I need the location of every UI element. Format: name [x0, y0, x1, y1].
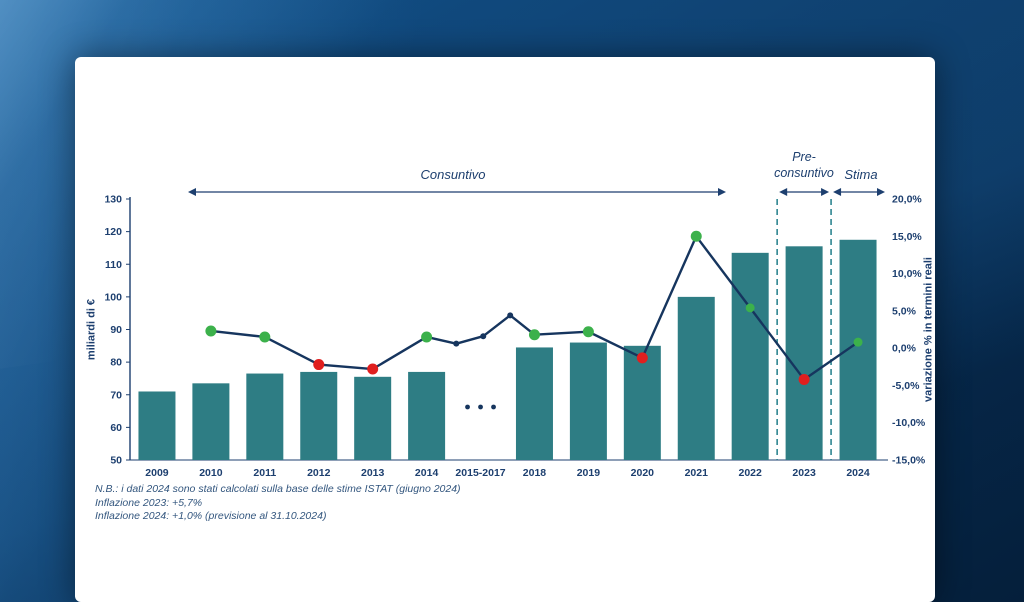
gap-ellipsis-dot	[478, 404, 483, 410]
dot-2014	[421, 331, 433, 343]
dot-2018	[528, 329, 540, 341]
dot-2015	[453, 340, 460, 347]
right-axis-tick-label: -5,0%	[892, 380, 920, 392]
bar-2020	[623, 345, 661, 460]
annotation-stima-label: Stima	[844, 167, 878, 182]
dot-2024	[853, 337, 863, 347]
x-axis-label-2009: 2009	[145, 467, 169, 479]
annotation-consuntivo-label: Consuntivo	[420, 167, 486, 182]
right-axis-title: variazione % in termini reali	[922, 257, 935, 402]
footnote-line-1: N.B.: i dati 2024 sono stati calcolati s…	[95, 483, 461, 495]
footnote-line-2: Inflazione 2023: +5,7%	[95, 496, 203, 509]
dot-2019	[582, 326, 594, 338]
annotation-preconsuntivo-line1: Pre-	[792, 150, 816, 164]
dot-2020	[636, 352, 648, 364]
left-axis-tick-label: 130	[104, 194, 122, 206]
dot-2022	[745, 303, 755, 313]
dot-2013	[367, 363, 379, 375]
x-axis-label-2013: 2013	[361, 467, 385, 479]
bar-2012	[300, 371, 338, 460]
dot-2010	[205, 325, 217, 337]
left-axis-tick-label: 50	[110, 455, 122, 467]
bar-2013	[354, 376, 392, 460]
consuntivo-arrow-right-head	[718, 188, 726, 196]
preconsuntivo-arrow-left-head	[779, 188, 788, 196]
bar-2011	[246, 373, 284, 460]
x-axis-label-2020: 2020	[631, 467, 655, 479]
preconsuntivo-arrow-right-head	[821, 188, 830, 196]
right-axis-tick-label: 20,0%	[892, 194, 922, 206]
x-axis-label-2018: 2018	[523, 467, 547, 479]
dot-2021	[690, 230, 702, 242]
dot-2023	[798, 373, 810, 385]
left-axis-tick-label: 80	[110, 357, 122, 369]
right-axis-tick-label: -10,0%	[892, 417, 926, 429]
footnote-line-3: Inflazione 2024: +1,0% (previsione al 31…	[95, 510, 327, 522]
right-axis-tick-label: 5,0%	[892, 305, 917, 317]
bar-2018	[515, 347, 553, 460]
x-axis-label-2010: 2010	[199, 467, 223, 479]
left-axis-tick-label: 120	[104, 226, 122, 238]
right-axis-tick-label: 15,0%	[892, 231, 922, 243]
dot-2017	[507, 312, 514, 319]
annotation-preconsuntivo-line2: consuntivo	[774, 166, 834, 180]
left-axis-tick-label: 70	[110, 389, 122, 401]
x-axis-label-2024: 2024	[846, 467, 870, 479]
left-axis-tick-label: 90	[110, 324, 122, 336]
bar-2009	[138, 391, 176, 460]
gap-ellipsis-dot	[465, 404, 470, 410]
left-axis-title: miliardi di €	[85, 298, 98, 361]
consuntivo-arrow-left-head	[188, 188, 196, 196]
stima-arrow-left-head	[833, 188, 842, 196]
gap-ellipsis-dot	[491, 404, 496, 410]
bar-2021	[677, 296, 715, 460]
x-axis-label-2014: 2014	[415, 467, 439, 479]
x-axis-label-2021: 2021	[685, 467, 709, 479]
annotation-preconsuntivo-label: Pre- consuntivo	[758, 149, 850, 181]
right-axis-tick-label: 10,0%	[892, 268, 922, 280]
right-axis-tick-label: -15,0%	[892, 455, 926, 467]
right-axis-tick-label: 0,0%	[892, 343, 917, 355]
dot-2012	[313, 359, 325, 371]
dot-2016	[480, 333, 487, 340]
x-axis-label-2023: 2023	[792, 467, 816, 479]
bar-2014	[408, 371, 446, 460]
footnotes: N.B.: i dati 2024 sono stati calcolati s…	[95, 483, 461, 524]
x-axis-label-2015-2017: 2015-2017	[455, 467, 505, 479]
bar-2023	[785, 246, 823, 460]
bar-2019	[569, 342, 607, 460]
dot-2011	[259, 331, 271, 343]
stima-arrow-right-head	[877, 188, 885, 196]
x-axis-label-2019: 2019	[577, 467, 601, 479]
x-axis-label-2012: 2012	[307, 467, 331, 479]
bar-2022	[731, 252, 769, 460]
chart-canvas: 130 120 110 100 90 80 70 60 50 20,0% 15,0% 10,0% 5,0…	[104, 188, 926, 479]
left-axis-tick-label: 100	[104, 291, 122, 303]
x-axis-label-2022: 2022	[738, 467, 762, 479]
chart-panel: 130 120 110 100 90 80 70 60 50 20,0% 15,0% 10,0% 5,0…	[75, 57, 935, 602]
x-axis-label-2011: 2011	[253, 467, 276, 479]
left-axis-tick-label: 60	[110, 422, 122, 434]
bar-2010	[192, 383, 230, 460]
left-axis-tick-label: 110	[105, 259, 122, 271]
